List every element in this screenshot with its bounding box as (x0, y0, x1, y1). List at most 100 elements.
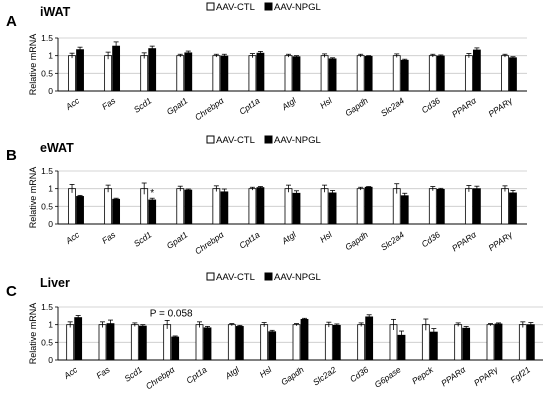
category-group: Acc (61, 315, 83, 381)
bar-npgl (509, 57, 517, 92)
category-group: Slc2a4 (379, 53, 409, 119)
x-tick-label: Scd1 (132, 95, 154, 114)
bar-ctl (68, 188, 76, 225)
x-tick-label: Acc (63, 229, 82, 246)
category-group: Gapdh (343, 186, 373, 252)
bar-npgl (472, 49, 481, 92)
bar-ctl (284, 188, 293, 225)
legend-label-npgl: AAV-NPGL (274, 2, 321, 13)
bar-npgl (400, 195, 409, 225)
bar-npgl (148, 48, 157, 92)
x-tick-label: Fgf21 (508, 364, 532, 385)
x-tick-label: Cd36 (348, 364, 371, 384)
x-tick-label: Gapdh (343, 229, 370, 252)
bar-ctl (98, 324, 107, 361)
x-tick-label: Scd1 (122, 364, 144, 383)
category-group: Fas (100, 184, 121, 246)
y-tick-label: 0 (48, 219, 53, 229)
panel-title: Liver (40, 276, 70, 290)
category-group: Fas (100, 41, 121, 112)
bar-npgl (429, 331, 438, 361)
bar-npgl (462, 327, 471, 361)
category-group: Scd1 (122, 322, 147, 384)
bar-ctl (501, 188, 509, 225)
y-tick-label: 0.5 (41, 337, 53, 347)
bar-npgl (256, 52, 265, 92)
bar-npgl (268, 331, 277, 361)
bar-ctl (320, 188, 329, 225)
bar-npgl (328, 192, 337, 225)
x-tick-label: Slc2a2 (311, 364, 338, 387)
category-group: Cpt1a (184, 321, 212, 386)
category-group: Atgl (222, 323, 244, 382)
y-tick-label: 0 (48, 355, 53, 365)
bar-npgl (328, 58, 337, 92)
x-tick-label: Cpt1a (184, 364, 209, 385)
bar-npgl (332, 324, 341, 361)
category-group: Fgf21 (508, 321, 535, 385)
category-group: PPARγ (486, 53, 517, 119)
x-tick-label: PPARγ (486, 95, 514, 119)
bar-ctl (501, 55, 509, 92)
legend-label-npgl: AAV-NPGL (274, 272, 321, 283)
y-tick-label: 1 (48, 320, 53, 330)
bar-npgl (235, 326, 244, 361)
bar-ctl (176, 55, 185, 92)
bar-npgl (256, 187, 265, 225)
category-group: Cd36 (420, 53, 445, 115)
bar-ctl (392, 55, 401, 92)
bar-npgl (292, 56, 301, 92)
bar-npgl (203, 327, 212, 361)
bar-npgl (184, 52, 193, 92)
x-tick-label: Cpt1a (237, 95, 262, 116)
category-group: Atgl (279, 53, 301, 113)
bar-npgl (220, 55, 229, 92)
bar-npgl (184, 189, 193, 225)
x-tick-label: Cd36 (420, 95, 443, 115)
x-tick-label: PPARα (450, 229, 479, 254)
x-tick-label: Fas (100, 95, 118, 112)
panel-title: iWAT (40, 5, 71, 19)
legend-swatch-ctl (206, 135, 215, 144)
category-group: PPARα (439, 322, 471, 388)
x-tick-label: Acc (63, 95, 82, 112)
y-tick-label: 1 (48, 51, 53, 61)
x-tick-label: Fas (100, 229, 118, 246)
bar-ctl (454, 324, 463, 361)
bar-npgl (106, 323, 115, 361)
category-group: Cd36 (348, 314, 374, 384)
x-tick-label: Cd36 (420, 229, 443, 249)
x-tick-label: Scd1 (132, 229, 154, 248)
x-tick-label: PPARα (450, 95, 479, 120)
y-tick-label: 1.5 (41, 166, 53, 176)
category-group: Gapdh (279, 317, 309, 387)
bar-ctl (68, 55, 76, 92)
x-tick-label: Chrebpα (144, 364, 177, 392)
x-tick-label: Gapdh (343, 95, 370, 118)
bar-npgl (112, 198, 121, 225)
category-group: Acc (63, 184, 84, 246)
bar-ctl (212, 188, 221, 225)
bar-npgl (400, 59, 409, 92)
bar-ctl (356, 55, 365, 92)
panel-letter: C (6, 283, 17, 300)
x-tick-label: Chrebpα (193, 95, 226, 123)
bar-npgl (526, 324, 535, 361)
x-tick-label: Atgl (279, 95, 298, 113)
bar-ctl (357, 324, 366, 361)
bar-npgl (76, 196, 84, 225)
y-axis-label: Relative mRNA (28, 34, 38, 96)
category-group: G6pase (373, 318, 406, 390)
legend: AAV-CTL AAV-NPGL (206, 272, 321, 283)
category-group: Chrebpα (193, 185, 229, 256)
category-group: Scd1 (132, 45, 157, 115)
category-group: Hsl (318, 184, 337, 245)
legend: AAV-CTL AAV-NPGL (206, 2, 321, 13)
y-tick-label: 1.5 (41, 302, 53, 312)
x-tick-label: PPARγ (486, 229, 514, 253)
category-group: Cd36 (420, 186, 445, 249)
p-value-annotation: P = 0.058 (150, 308, 193, 319)
x-tick-label: Hsl (258, 364, 275, 380)
